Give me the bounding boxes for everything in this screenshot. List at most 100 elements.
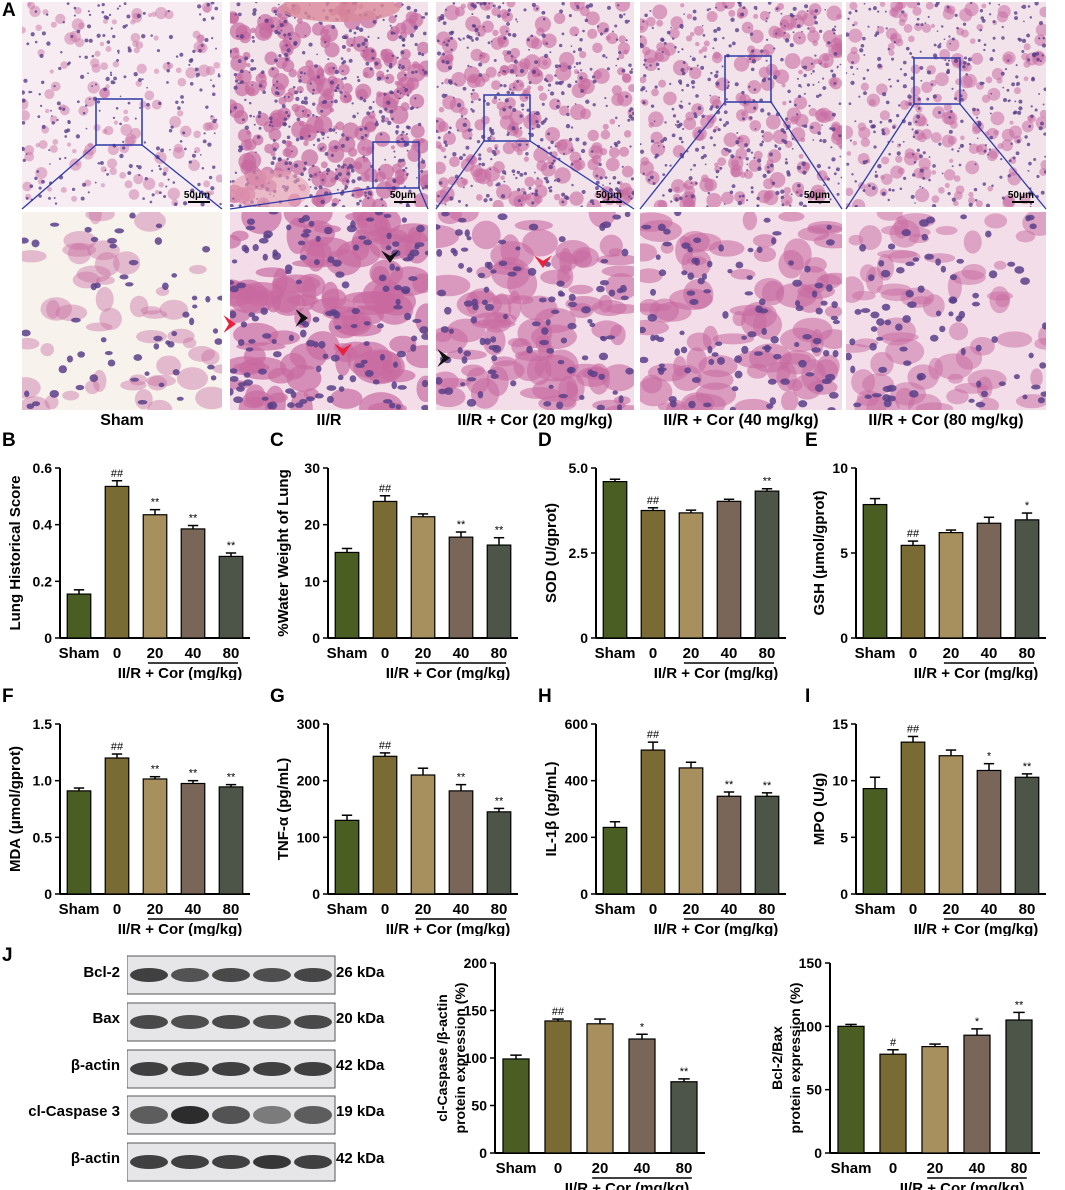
y-tick-label: 1.0 (33, 773, 53, 789)
panel-label-e: E (805, 430, 818, 451)
blot-kda-bcl2: 26 kDa (336, 964, 385, 981)
x-tick-label: 0 (113, 645, 121, 662)
bar (218, 555, 244, 639)
bar (104, 485, 130, 639)
bar (180, 782, 206, 895)
x-group-label: II/R + Cor (mg/kg) (654, 665, 779, 680)
significance-mark: ## (379, 483, 392, 495)
bar (1005, 1019, 1033, 1154)
x-group-label: II/R + Cor (mg/kg) (386, 921, 511, 936)
bar (754, 795, 780, 895)
blot-kda-caspase: 19 kDa (336, 1103, 385, 1120)
x-tick-label: 0 (381, 645, 389, 662)
bar (640, 749, 666, 895)
significance-mark: ## (111, 468, 124, 480)
bar (334, 551, 360, 639)
x-group-label: II/R + Cor (mg/kg) (565, 1180, 690, 1190)
y-tick-label: 50 (471, 1098, 487, 1114)
bar (862, 503, 888, 639)
panel-label-b: B (2, 430, 16, 451)
x-tick-label: 80 (759, 645, 776, 662)
x-tick-label: 20 (927, 1160, 944, 1177)
y-tick-label: 150 (464, 1003, 488, 1019)
x-tick-label: 80 (491, 901, 508, 918)
significance-mark: ** (457, 772, 466, 784)
group-label-cor80: II/R + Cor (80 mg/kg) (868, 412, 1024, 429)
blot-band (212, 968, 250, 982)
y-tick-label: 0 (44, 886, 52, 902)
group-label-sham: Sham (100, 412, 144, 429)
blot-band (171, 1015, 209, 1029)
y-axis-label: protein expression (%) (452, 983, 468, 1134)
x-tick-label: 20 (943, 645, 960, 662)
y-tick-label: 600 (565, 716, 589, 732)
y-axis-label: protein expression (%) (787, 983, 803, 1134)
arrowhead-icon (437, 349, 450, 367)
y-tick-label: 0 (580, 886, 588, 902)
histology-zoom-0 (22, 212, 222, 410)
bar (1014, 519, 1040, 639)
svg-text:50μm: 50μm (804, 190, 830, 201)
bar (142, 778, 168, 895)
blot-band (294, 1155, 332, 1169)
x-tick-label: Sham (855, 645, 896, 662)
x-tick-label: 0 (909, 645, 917, 662)
svg-text:50μm: 50μm (596, 190, 622, 201)
x-tick-label: Sham (595, 901, 636, 918)
y-tick-label: 0.6 (33, 460, 53, 476)
group-label-cor20: II/R + Cor (20 mg/kg) (457, 412, 613, 429)
blot-band (212, 1106, 250, 1124)
bar (678, 767, 704, 895)
bar (602, 480, 628, 639)
y-tick-label: 20 (304, 517, 320, 533)
bar (448, 536, 474, 639)
blot-band (294, 1062, 332, 1076)
bar (900, 741, 926, 895)
y-tick-label: 100 (799, 1018, 823, 1034)
arrowhead-icon (534, 255, 552, 268)
x-tick-label: 40 (634, 1160, 651, 1177)
y-axis-label: MPO (U/g) (811, 773, 828, 846)
bar (66, 593, 92, 639)
panel-label-c: C (270, 430, 284, 451)
x-tick-label: 20 (147, 645, 164, 662)
bar (544, 1020, 572, 1154)
y-tick-label: 30 (304, 460, 320, 476)
y-tick-label: 0.5 (33, 829, 53, 845)
arrowhead-icon (334, 343, 352, 356)
bar (486, 544, 512, 639)
arrowhead-icon (381, 250, 399, 263)
x-tick-label: Sham (327, 901, 368, 918)
y-tick-label: 0.4 (33, 517, 53, 533)
blot-band (130, 1015, 168, 1029)
x-tick-label: 80 (223, 645, 240, 662)
significance-mark: ** (680, 1066, 689, 1078)
y-tick-label: 0 (840, 886, 848, 902)
histology-zoom-1 (230, 212, 428, 410)
chart-f: 0 0.5 1.0 1.5 MDA (μmol/gprot) Sham ## 0 ** 20 ** 4… (7, 716, 250, 936)
y-tick-label: 200 (297, 773, 321, 789)
y-tick-label: 100 (297, 829, 321, 845)
x-tick-label: 40 (969, 1160, 986, 1177)
significance-mark: ## (647, 729, 660, 741)
bar (862, 787, 888, 895)
y-axis-label: SOD (U/gprot) (543, 503, 560, 603)
bar (502, 1058, 530, 1154)
significance-mark: ** (725, 779, 734, 791)
histology-figure: 50μm 50μm 50μm 50μm 50μm (21, 2, 1047, 410)
x-group-label: II/R + Cor (mg/kg) (914, 921, 1039, 936)
y-axis-label: GSH (μmol/gprot) (811, 491, 828, 616)
significance-mark: ## (379, 740, 392, 752)
significance-mark: ** (151, 764, 160, 776)
chart-g: 0 100 200 300 TNF-α (pg/mL) Sham ## 0 20 ** 40 ** 80… (275, 716, 518, 936)
blot-band (212, 1155, 250, 1169)
x-tick-label: Sham (595, 645, 636, 662)
panel-label-d: D (538, 430, 552, 451)
bar (938, 755, 964, 895)
bar (879, 1053, 907, 1154)
blot-band (253, 1015, 291, 1029)
y-tick-label: 2.5 (569, 545, 589, 561)
x-group-label: II/R + Cor (mg/kg) (914, 665, 1039, 680)
